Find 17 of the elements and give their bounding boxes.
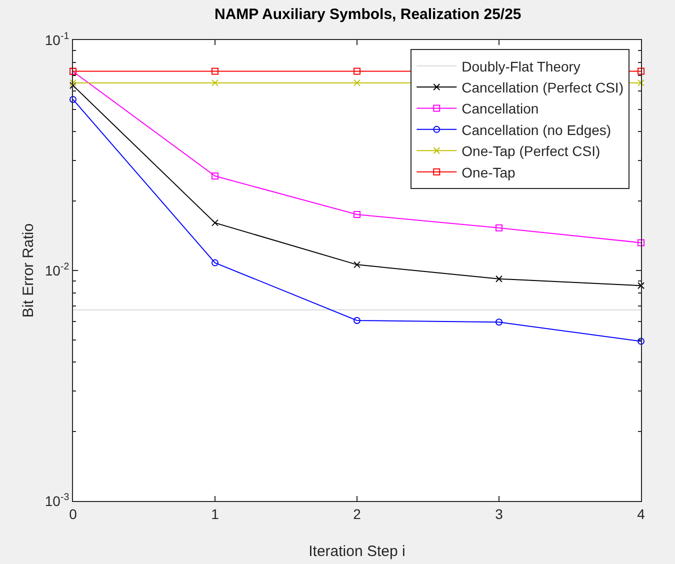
- y-axis-title: Bit Error Ratio: [20, 223, 37, 318]
- legend-label: One-Tap (Perfect CSI): [462, 143, 600, 160]
- x-axis-title: Iteration Step i: [308, 543, 406, 560]
- x-tick-label: 0: [69, 506, 78, 522]
- y-tick-label: 10$^{-2}$: [44, 262, 70, 278]
- legend-label: Cancellation (no Edges): [462, 122, 612, 138]
- y-tick-label: 10$^{-3}$: [44, 492, 70, 509]
- x-tick-label: 2: [353, 506, 362, 522]
- legend-label: Cancellation (Perfect CSI): [462, 79, 624, 96]
- chart-title: NAMP Auxiliary Symbols, Realization 25/25: [214, 6, 522, 23]
- x-tick-label: 1: [211, 506, 220, 522]
- legend-label: Doubly-Flat Theory: [462, 58, 580, 74]
- x-tick-label: 4: [637, 506, 646, 522]
- legend-label: Cancellation: [462, 100, 539, 117]
- y-tick-label: 10$^{-1}$: [44, 31, 70, 48]
- legend-label: One-Tap: [462, 164, 516, 180]
- x-tick-label: 3: [495, 506, 504, 522]
